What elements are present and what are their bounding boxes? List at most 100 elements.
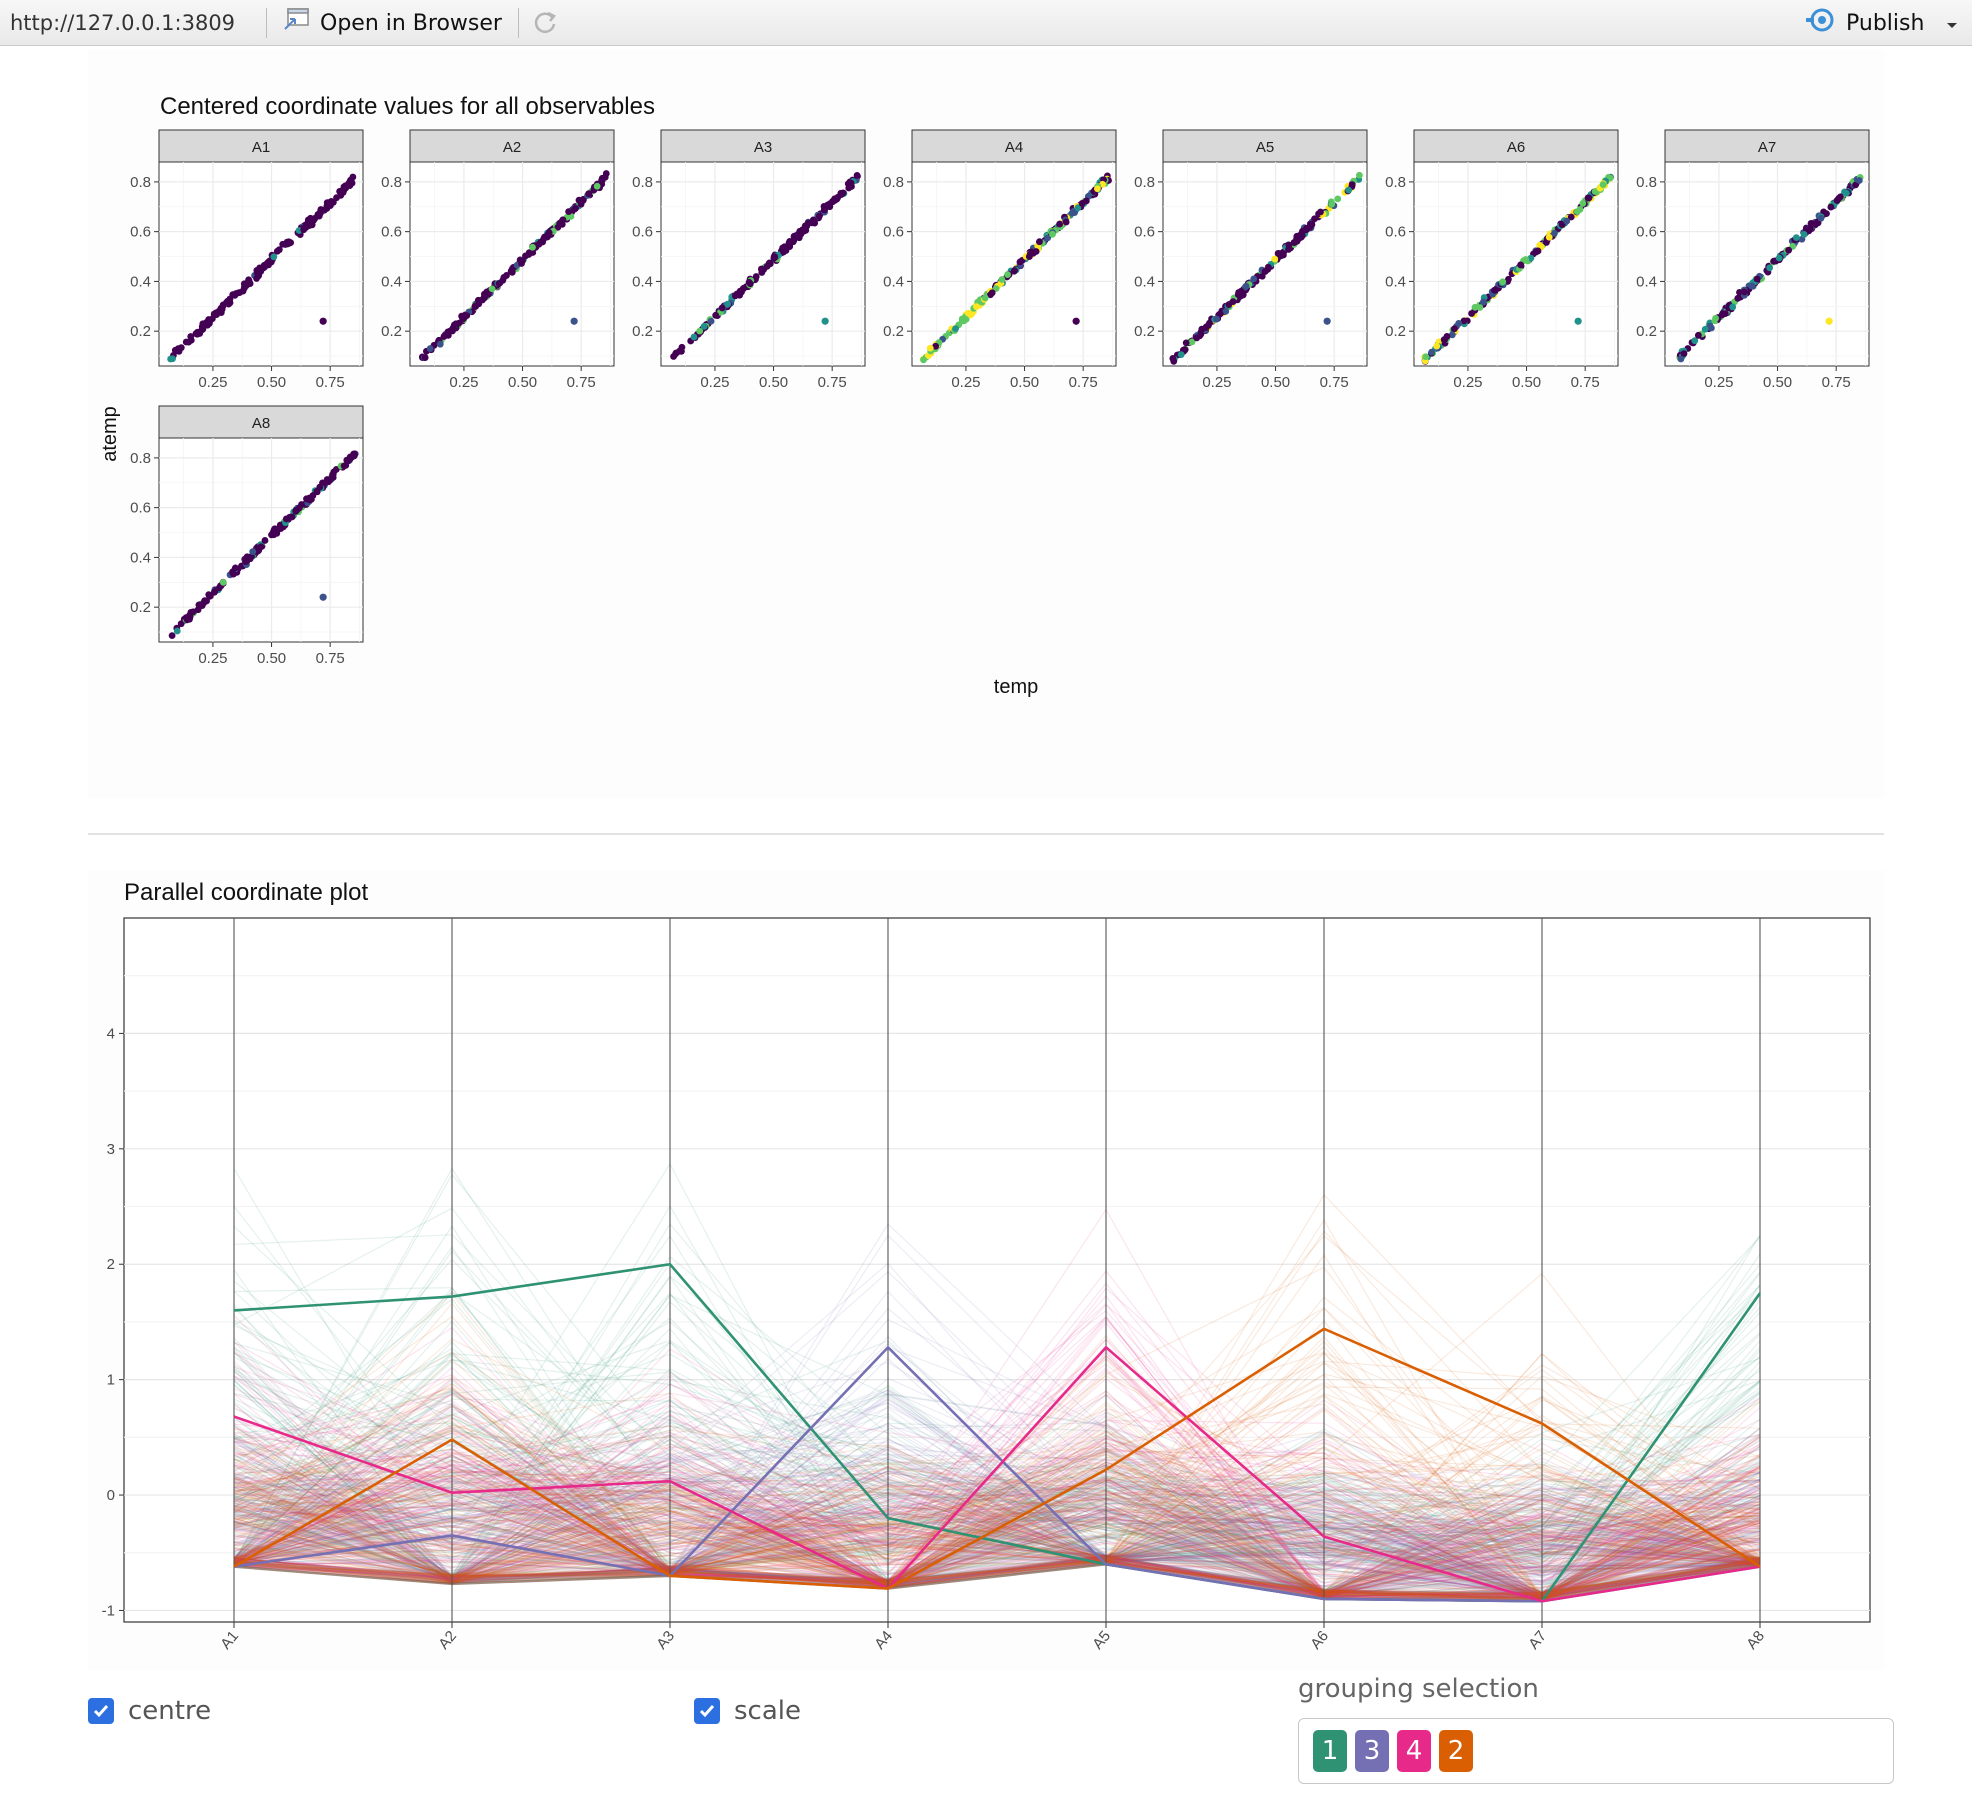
pcp-observation-line (233, 1404, 1761, 1595)
pcp-observation-line (233, 1514, 1761, 1601)
scatter-point (1428, 348, 1436, 356)
pcp-observation-line (233, 1448, 1761, 1594)
open-in-browser-button[interactable]: Open in Browser (282, 8, 502, 38)
pcp-observation-line (233, 1294, 1761, 1599)
pcp-observation-line (233, 1482, 1761, 1573)
pcp-observation-line (233, 1482, 1761, 1569)
pcp-observation-line (233, 1500, 1761, 1596)
pcp-observation-line (233, 1431, 1761, 1582)
scatter-point (1491, 286, 1498, 294)
pcp-observation-line (233, 1465, 1761, 1589)
scatter-point (316, 483, 324, 491)
pcp-observation-line (233, 1516, 1761, 1574)
scatter-point (343, 456, 351, 464)
pcp-observation-line (233, 1423, 1761, 1596)
pcp-observation-line (233, 1403, 1761, 1594)
pcp-observation-line (233, 1510, 1761, 1602)
scatter-point (1842, 189, 1850, 197)
pcp-observation-line (233, 1508, 1761, 1587)
pcp-observation-line (233, 1463, 1761, 1596)
pcp-observation-line (233, 1421, 1761, 1600)
scatter-point (1213, 315, 1221, 323)
scatter-point (1237, 287, 1245, 295)
pcp-observation-line (233, 1449, 1761, 1582)
pcp-observation-line (233, 1340, 1761, 1592)
pcp-observation-line (233, 1307, 1761, 1600)
pcp-observation-line (233, 1399, 1761, 1588)
group-chip-4[interactable]: 4 (1397, 1730, 1431, 1772)
scatter-point (700, 322, 708, 330)
pcp-observation-line (233, 1422, 1761, 1592)
facet-plot-area (409, 161, 615, 367)
scatter-point (1082, 197, 1090, 205)
pcp-observation-line (233, 1384, 1761, 1579)
pcp-observation-line (233, 1299, 1761, 1597)
pcp-observation-line (233, 1494, 1761, 1586)
pcp-observation-line (233, 1509, 1761, 1597)
pcp-observation-line (233, 1435, 1761, 1600)
pcp-observation-line (233, 1494, 1761, 1594)
x-tick-label: 0.25 (198, 650, 227, 667)
pcp-observation-line (233, 1369, 1761, 1600)
x-tick-label: 0.75 (316, 650, 345, 667)
group-chip-3[interactable]: 3 (1355, 1730, 1389, 1772)
y-tick-label: 0.6 (1636, 224, 1657, 241)
scatter-point (330, 468, 338, 476)
pcp-observation-line (233, 1428, 1761, 1584)
pcp-observation-line (233, 1480, 1761, 1565)
pcp-observation-line (233, 1518, 1761, 1596)
scatter-point (1753, 275, 1761, 283)
scatter-point (1004, 271, 1011, 278)
group-chip-1[interactable]: 1 (1313, 1730, 1347, 1772)
grouping-selection-input[interactable]: 1 3 4 2 (1298, 1718, 1894, 1784)
pcp-observation-line (233, 1441, 1761, 1585)
scatter-point (1460, 317, 1468, 325)
scatter-point (1563, 217, 1571, 225)
scatter-point (1177, 351, 1185, 359)
pcp-observation-line (233, 1471, 1761, 1597)
y-tick-label: 0.2 (1636, 323, 1657, 340)
pcp-observation-line (233, 1363, 1761, 1598)
y-tick-label: 1 (107, 1372, 115, 1389)
refresh-button[interactable] (530, 8, 560, 38)
scatter-point (1328, 200, 1336, 208)
facet-strip-label: A2 (503, 139, 521, 156)
scatter-point (1817, 214, 1825, 222)
pcp-observation-line (233, 1337, 1761, 1594)
pcp-observation-line (233, 1391, 1761, 1599)
scale-checkbox[interactable]: scale (694, 1696, 801, 1726)
pcp-observation-line (233, 1501, 1761, 1588)
pcp-observation-line (233, 1426, 1761, 1584)
pcp-observation-line (233, 1443, 1761, 1577)
pcp-observation-line (233, 1352, 1761, 1598)
group-chip-2[interactable]: 2 (1439, 1730, 1473, 1772)
pcp-observation-line (233, 1467, 1761, 1572)
pcp-observation-line (233, 1468, 1761, 1583)
x-tick-label: 0.50 (257, 374, 286, 391)
centre-checkbox[interactable]: centre (88, 1696, 211, 1726)
pcp-observation-line (233, 1464, 1761, 1559)
pcp-observation-line (233, 1355, 1761, 1592)
scatter-point (1036, 238, 1043, 246)
x-tick-label: 0.25 (1453, 374, 1482, 391)
pcp-observation-line (233, 1435, 1761, 1601)
scatter-point (211, 311, 219, 318)
pcp-observation-line (233, 1439, 1761, 1592)
pcp-observation-line (233, 1425, 1761, 1602)
pcp-observation-line (233, 1429, 1761, 1595)
pcp-observation-line (233, 1422, 1761, 1601)
publish-button[interactable]: Publish (1806, 7, 1958, 39)
scatter-point (1074, 204, 1082, 212)
pcp-observation-line (233, 1435, 1761, 1596)
pcp-observation-line (233, 1398, 1761, 1599)
pcp-observation-line (233, 1516, 1761, 1595)
y-tick-label: 0.6 (130, 224, 151, 241)
pcp-observation-line (233, 1292, 1761, 1581)
y-tick-label: 0.6 (883, 224, 904, 241)
pcp-observation-line (233, 1351, 1761, 1596)
scatter-point (436, 340, 444, 348)
pcp-observation-line (233, 1371, 1761, 1594)
pcp-observation-line (233, 1193, 1761, 1585)
pcp-observation-line (233, 1413, 1761, 1570)
scatter-point (535, 240, 543, 248)
